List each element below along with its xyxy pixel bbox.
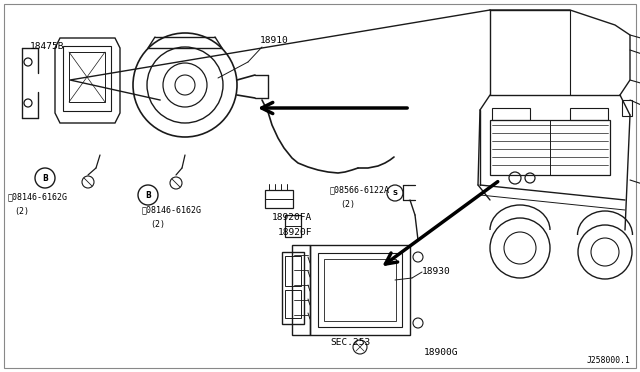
Text: Ⓝ08566-6122A: Ⓝ08566-6122A — [330, 185, 390, 194]
Bar — [490, 120, 610, 175]
Text: 18930: 18930 — [422, 267, 451, 276]
Bar — [285, 256, 301, 286]
Text: (2): (2) — [14, 207, 29, 216]
Bar — [310, 245, 410, 335]
Bar — [318, 253, 402, 327]
Bar — [292, 245, 310, 335]
Bar — [285, 290, 301, 318]
Text: SEC.253: SEC.253 — [330, 338, 371, 347]
Text: B: B — [42, 173, 48, 183]
Text: 18910: 18910 — [260, 35, 289, 45]
Text: 18920FA: 18920FA — [272, 213, 312, 222]
Bar — [622, 100, 632, 116]
Bar — [285, 215, 301, 237]
Bar — [492, 108, 530, 120]
Bar — [265, 190, 293, 208]
Text: J258000.1: J258000.1 — [586, 356, 630, 365]
Bar — [63, 46, 111, 111]
Text: 18900G: 18900G — [424, 348, 458, 357]
Bar — [282, 252, 304, 324]
Bar — [570, 108, 608, 120]
Bar — [69, 52, 105, 102]
Text: ⒲08146-6162G: ⒲08146-6162G — [8, 192, 68, 201]
Text: (2): (2) — [340, 200, 355, 209]
Text: ⒲08146-6162G: ⒲08146-6162G — [142, 205, 202, 214]
Text: 18475B: 18475B — [30, 42, 65, 51]
Text: (2): (2) — [150, 220, 165, 229]
Text: S: S — [392, 190, 397, 196]
Bar — [324, 259, 396, 321]
Text: B: B — [145, 190, 151, 199]
Text: 18920F: 18920F — [278, 228, 312, 237]
